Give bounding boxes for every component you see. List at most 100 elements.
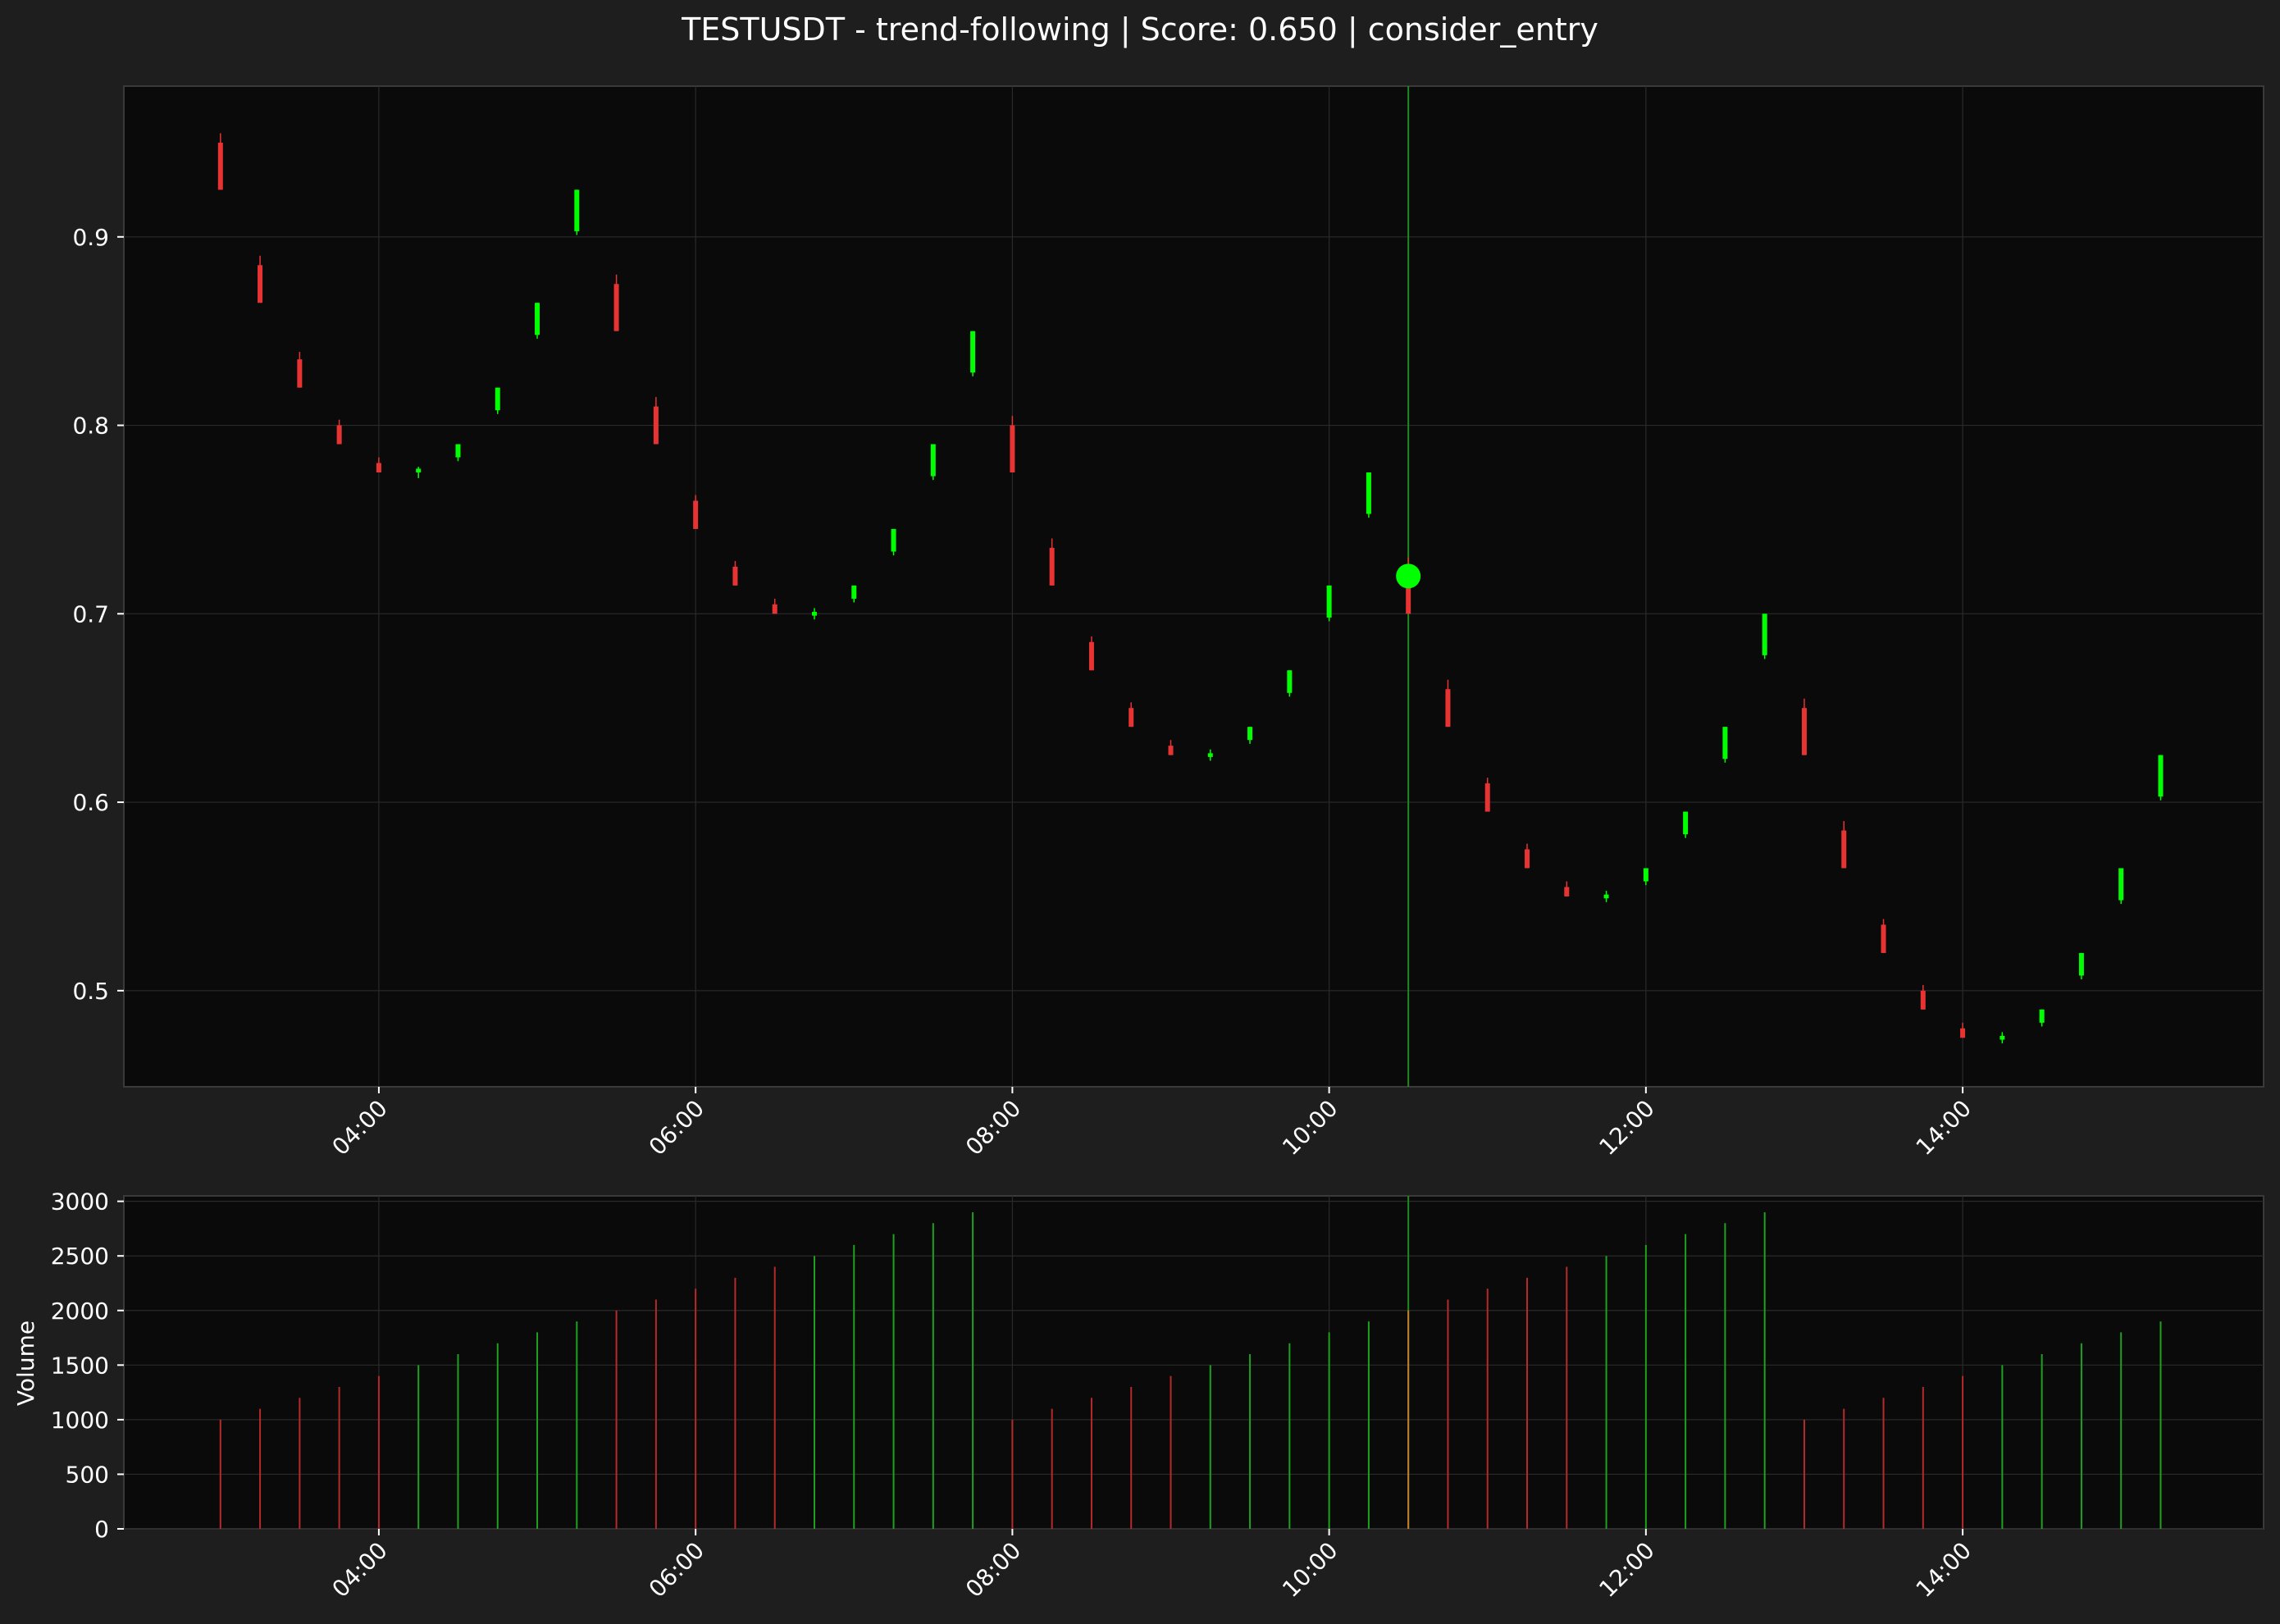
candle-up bbox=[535, 303, 540, 339]
candle-body bbox=[2039, 1009, 2045, 1023]
candle-up bbox=[1762, 614, 1767, 659]
candle-body bbox=[574, 189, 580, 231]
volume-y-tick-label: 1500 bbox=[51, 1352, 109, 1379]
candle-body bbox=[1010, 425, 1015, 472]
candle-up bbox=[455, 444, 461, 462]
volume-y-tick-label: 3000 bbox=[51, 1188, 109, 1216]
candle-body bbox=[970, 331, 976, 373]
candle-body bbox=[653, 406, 659, 445]
candle-up bbox=[811, 608, 817, 620]
candle-body bbox=[2000, 1035, 2005, 1040]
candle-body bbox=[1129, 708, 1134, 728]
price-y-tick-label: 0.5 bbox=[72, 978, 109, 1005]
candle-body bbox=[1920, 990, 1926, 1010]
candle-body bbox=[416, 468, 422, 472]
candle-up bbox=[1366, 472, 1371, 518]
candle-body bbox=[297, 359, 303, 388]
candle-body bbox=[1762, 614, 1767, 655]
candle-body bbox=[258, 265, 263, 303]
candle-down bbox=[1168, 740, 1174, 755]
candle-body bbox=[851, 585, 857, 599]
candle-up bbox=[416, 467, 422, 478]
candle-up bbox=[1603, 891, 1609, 902]
candle-body bbox=[891, 528, 896, 552]
candle-down bbox=[1920, 984, 1926, 1010]
candle-up bbox=[2078, 952, 2084, 980]
candle-down bbox=[653, 397, 659, 445]
candle-body bbox=[1326, 585, 1332, 618]
candle-body bbox=[930, 444, 936, 477]
candle-up bbox=[891, 528, 896, 556]
candle-up bbox=[1722, 727, 1728, 763]
candle-body bbox=[693, 500, 699, 529]
price-y-tick-label: 0.6 bbox=[72, 789, 109, 816]
candle-down bbox=[693, 495, 699, 529]
candle-down bbox=[1960, 1022, 1966, 1038]
candle-down bbox=[1010, 416, 1015, 472]
volume-y-tick-label: 500 bbox=[66, 1461, 109, 1488]
candle-down bbox=[336, 419, 342, 445]
price-plot-area bbox=[123, 85, 2264, 1088]
candle-body bbox=[455, 444, 461, 458]
candle-body bbox=[1643, 868, 1648, 882]
candle-body bbox=[1207, 753, 1213, 757]
candle-up bbox=[2000, 1032, 2005, 1044]
candle-body bbox=[811, 612, 817, 616]
candle-body bbox=[1088, 641, 1094, 671]
candle-body bbox=[1525, 849, 1530, 869]
candle-down bbox=[1129, 702, 1134, 728]
candle-up bbox=[1287, 670, 1293, 697]
candle-body bbox=[495, 387, 500, 411]
candle-body bbox=[1049, 547, 1055, 586]
candle-up bbox=[1207, 749, 1213, 761]
volume-y-tick-label: 1000 bbox=[51, 1407, 109, 1434]
candle-body bbox=[1841, 830, 1847, 869]
candle-down bbox=[1841, 821, 1847, 869]
candle-body bbox=[1484, 783, 1490, 812]
candle-up bbox=[495, 387, 500, 414]
candle-down bbox=[1484, 778, 1490, 812]
candle-body bbox=[1960, 1028, 1966, 1038]
candle-down bbox=[1049, 538, 1055, 586]
candle-body bbox=[1722, 727, 1728, 760]
candle-up bbox=[1683, 811, 1689, 838]
price-y-tick-label: 0.8 bbox=[72, 413, 109, 440]
candle-body bbox=[1287, 670, 1293, 693]
price-y-tick-label: 0.9 bbox=[72, 224, 109, 251]
candle-up bbox=[970, 331, 976, 376]
candle-up bbox=[1247, 727, 1253, 744]
chart-title: TESTUSDT - trend-following | Score: 0.65… bbox=[681, 11, 1598, 48]
candle-body bbox=[772, 604, 777, 614]
candle-down bbox=[1525, 843, 1530, 869]
candle-body bbox=[2118, 868, 2124, 901]
candle-body bbox=[336, 425, 342, 445]
candle-body bbox=[2078, 952, 2084, 976]
candle-up bbox=[2118, 868, 2124, 905]
price-y-tick-label: 0.7 bbox=[72, 600, 109, 627]
candle-up bbox=[574, 189, 580, 235]
candle-down bbox=[772, 598, 777, 614]
candle-body bbox=[1881, 924, 1886, 953]
candle-down bbox=[1564, 881, 1570, 896]
candle-body bbox=[217, 142, 223, 190]
candle-down bbox=[613, 274, 619, 331]
candle-up bbox=[2039, 1009, 2045, 1027]
candle-down bbox=[217, 133, 223, 190]
candle-body bbox=[1247, 727, 1253, 741]
candle-body bbox=[1564, 887, 1570, 896]
candle-down bbox=[1445, 679, 1451, 728]
candle-body bbox=[1168, 746, 1174, 755]
candle-body bbox=[1683, 811, 1689, 835]
candle-body bbox=[2158, 755, 2164, 797]
candle-up bbox=[1643, 868, 1648, 886]
candle-down bbox=[732, 560, 738, 586]
candle-down bbox=[297, 351, 303, 388]
volume-y-tick-label: 2500 bbox=[51, 1243, 109, 1270]
candle-body bbox=[1406, 566, 1411, 614]
entry-signal-marker bbox=[1396, 563, 1421, 589]
candle-up bbox=[930, 444, 936, 481]
candle-body bbox=[613, 284, 619, 331]
candle-body bbox=[1366, 472, 1371, 514]
price-panel: 0.50.60.70.80.904:00 06:00 08:00 10:00 12:00… bbox=[72, 85, 2264, 1161]
